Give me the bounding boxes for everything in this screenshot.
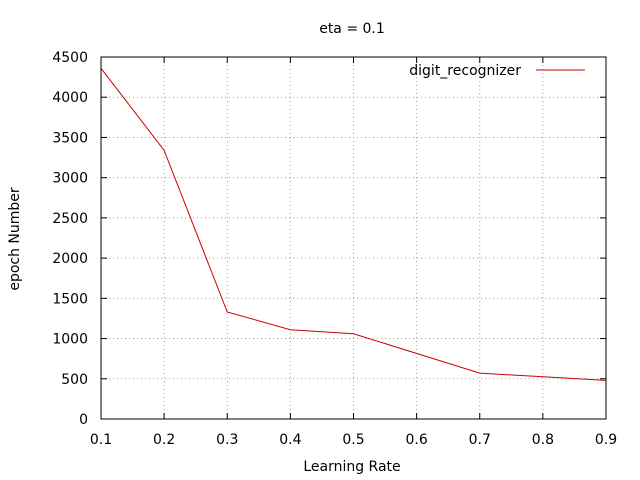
y-axis-label: epoch Number [7,187,23,291]
x-tick-label: 0.7 [469,432,491,448]
x-tick-label: 0.9 [595,432,617,448]
x-tick-label: 0.1 [90,432,112,448]
x-tick-label: 0.8 [532,432,554,448]
x-axis-tick-labels: 0.1 0.2 0.3 0.4 0.5 0.6 0.7 0.8 0.9 [90,432,617,448]
x-tick-label: 0.2 [153,432,175,448]
y-tick-label: 500 [61,372,88,388]
legend-label: digit_recognizer [409,63,521,79]
y-tick-label: 1500 [52,291,88,307]
grid-lines [101,57,606,419]
y-tick-label: 2000 [52,251,88,267]
x-tick-label: 0.6 [405,432,427,448]
y-axis-tick-labels: 0 500 1000 1500 2000 2500 3000 3500 4000 4500 [52,50,88,428]
y-tick-label: 0 [79,412,88,428]
legend: digit_recognizer [409,63,585,79]
y-tick-label: 3000 [52,171,88,187]
chart-title: eta = 0.1 [319,21,385,37]
y-tick-label: 4000 [52,90,88,106]
y-tick-label: 3500 [52,130,88,146]
y-tick-label: 1000 [52,332,88,348]
x-axis-label: Learning Rate [303,459,400,475]
series-layer [100,67,607,381]
axis-ticks [100,56,607,420]
y-tick-label: 4500 [52,50,88,66]
x-tick-label: 0.4 [279,432,301,448]
x-tick-label: 0.5 [342,432,364,448]
x-tick-label: 0.3 [216,432,238,448]
series-line [100,67,607,381]
y-tick-label: 2500 [52,211,88,227]
